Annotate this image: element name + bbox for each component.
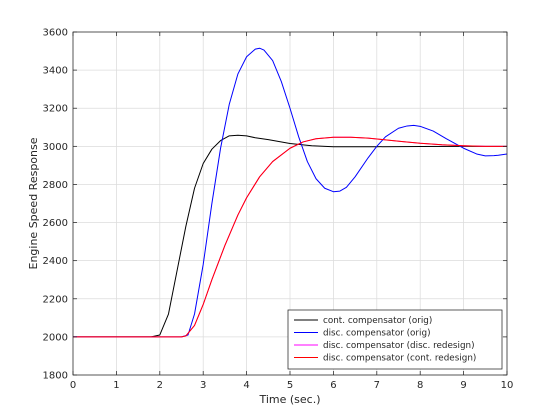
x-tick-label: 4: [243, 380, 249, 391]
x-tick-label: 7: [374, 380, 380, 391]
legend: cont. compensator (orig) disc. compensato…: [287, 309, 503, 370]
y-tick-label: 2000: [43, 332, 68, 343]
y-tick-label: 3200: [43, 104, 68, 115]
y-tick-label: 3000: [43, 142, 68, 153]
legend-label: cont. compensator (orig): [323, 316, 432, 326]
series-layer: [73, 47, 507, 338]
y-tick-label: 2800: [43, 180, 68, 191]
x-axis-label: Time (sec.): [258, 393, 320, 406]
x-tick-label: 0: [70, 380, 76, 391]
legend-box: [287, 309, 503, 370]
legend-label: disc. compensator (cont. redesign): [323, 354, 476, 364]
y-tick-label: 3600: [43, 28, 68, 39]
y-tick-label: 2400: [43, 256, 68, 267]
x-tick-label: 9: [460, 380, 466, 391]
tick-labels: 0 1 2 3 4 5 6 7 8 9 10 1800 2000 2200 2400 2600 2800 3000…: [43, 28, 514, 392]
series-line-1: [73, 134, 507, 338]
ticks: [72, 31, 508, 376]
x-tick-label: 3: [200, 380, 206, 391]
x-tick-label: 1: [113, 380, 119, 391]
legend-label: disc. compensator (disc. redesign): [323, 341, 475, 351]
x-tick-label: 6: [330, 380, 336, 391]
y-tick-label: 3400: [43, 66, 68, 77]
y-tick-label: 2200: [43, 294, 68, 305]
x-tick-label: 2: [157, 380, 163, 391]
x-tick-label: 5: [287, 380, 293, 391]
y-axis-label: Engine Speed Response: [27, 137, 40, 269]
series-line-2: [73, 47, 507, 338]
x-tick-label: 10: [501, 380, 514, 391]
legend-label: disc. compensator (orig): [323, 329, 431, 339]
x-tick-label: 8: [417, 380, 423, 391]
y-tick-label: 2600: [43, 218, 68, 229]
series-line-4: [73, 136, 507, 338]
y-tick-label: 1800: [43, 371, 68, 382]
